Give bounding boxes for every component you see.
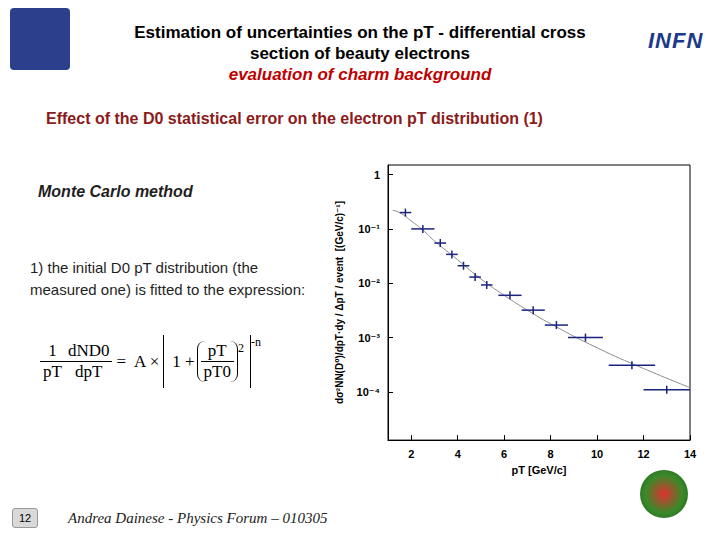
svg-text:10: 10 (591, 448, 603, 460)
svg-text:10⁻²: 10⁻² (358, 277, 380, 289)
html-text:pT0: pT0 (203, 362, 231, 381)
svg-text:pT [GeV/c]: pT [GeV/c] (511, 464, 566, 476)
html-text:1: 1 (48, 341, 57, 360)
html-text:2: 2 (238, 341, 244, 355)
svg-text:14: 14 (684, 448, 697, 460)
svg-text:4: 4 (455, 448, 462, 460)
html-text:pT: pT (43, 362, 62, 381)
html-text:INFN: INFN (648, 28, 704, 53)
html-text:Monte Carlo method: Monte Carlo method (38, 183, 193, 200)
html-text:pT: pT (207, 341, 227, 360)
html-text:1) the initial D0 pT distribut: 1) the initial D0 pT distribution (the m… (30, 259, 306, 298)
html-text:Effect of the D0 statistical e: Effect of the D0 statistical error on th… (46, 110, 543, 127)
html-text:-n: -n (251, 335, 261, 349)
svg-text:8: 8 (548, 448, 554, 460)
svg-text:10⁻⁴: 10⁻⁴ (357, 386, 380, 398)
html-text:dpT: dpT (75, 362, 103, 381)
html-text:section of beauty electrons: section of beauty electrons (249, 44, 471, 63)
svg-text:1: 1 (374, 169, 380, 181)
svg-text:10⁻¹: 10⁻¹ (358, 223, 380, 235)
svg-text:12: 12 (637, 448, 649, 460)
html-text:12: 12 (18, 512, 32, 524)
svg-text:10⁻³: 10⁻³ (358, 332, 380, 344)
html-text:Estimation of uncertainties on: Estimation of uncertainties on the pT - … (134, 23, 586, 42)
html-text:1 +: 1 + (172, 351, 195, 371)
html-text:A ×: A × (134, 351, 160, 371)
html-text:Andrea Dainese - Physics Forum: Andrea Dainese - Physics Forum – 010305 (68, 510, 328, 526)
svg-text:6: 6 (501, 448, 507, 460)
svg-text:2: 2 (408, 448, 414, 460)
html-text:evaluation of charm background: evaluation of charm background (228, 65, 492, 84)
html-text:dND0: dND0 (67, 341, 110, 360)
svg-text:dσ²NN(D⁰)/dpT·dy / ΔpT / event: dσ²NN(D⁰)/dpT·dy / ΔpT / event [(GeV/c)⁻… (334, 201, 345, 404)
